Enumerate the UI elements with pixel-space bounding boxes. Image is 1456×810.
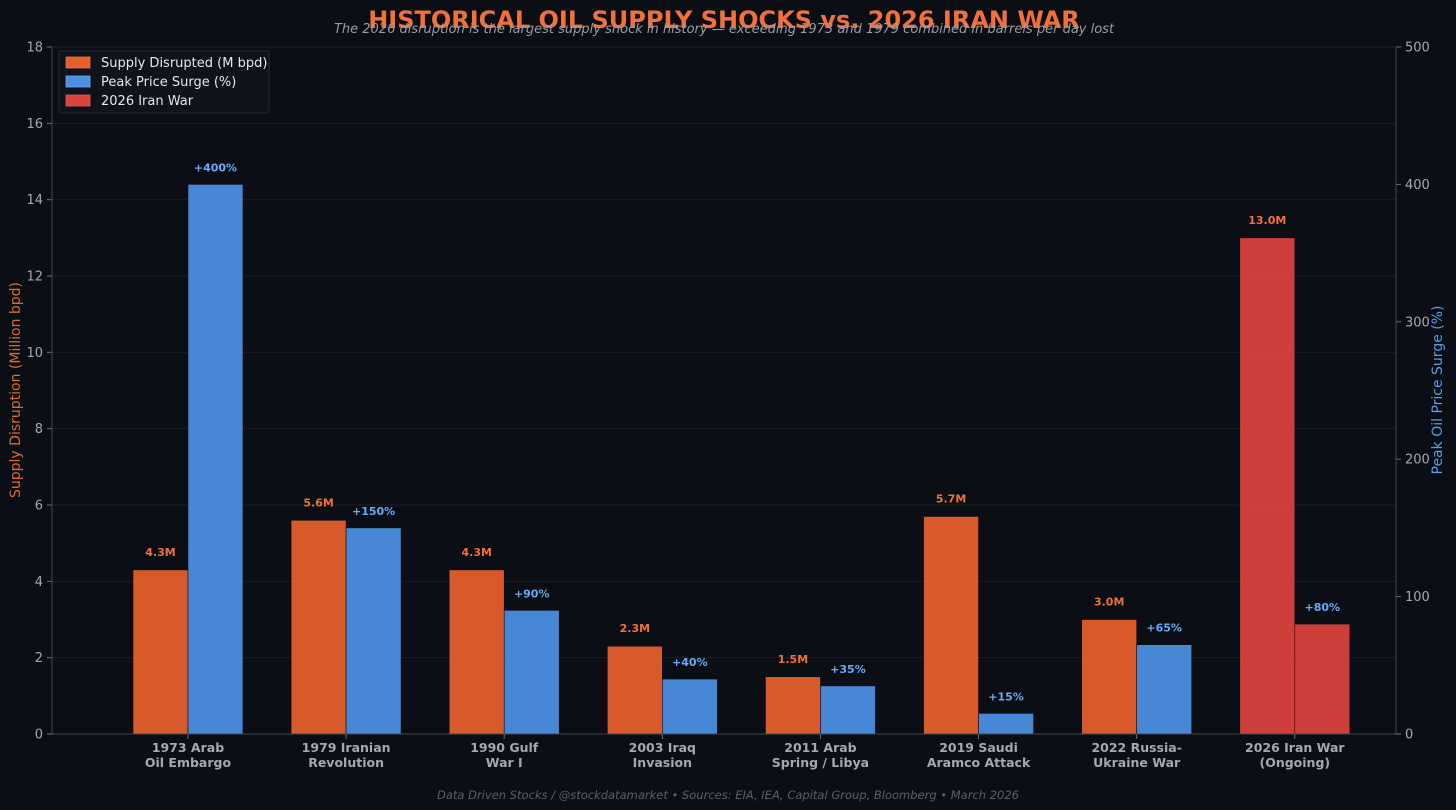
data-label-supply: 4.3M	[461, 546, 491, 559]
legend-box	[58, 50, 270, 114]
data-label-supply: 13.0M	[1248, 214, 1286, 227]
y-left-tick-label: 8	[35, 422, 43, 437]
y-left-tick-label: 6	[35, 499, 43, 514]
bar-supply-disrupted	[1239, 237, 1296, 735]
data-label-supply: 5.6M	[303, 496, 333, 509]
data-label-price: +40%	[672, 656, 708, 669]
x-tick-label: 2003 Iraq	[629, 740, 696, 755]
data-label-price: +15%	[988, 690, 1024, 703]
x-tick-label: War I	[486, 755, 523, 770]
data-label-supply: 2.3M	[620, 622, 650, 635]
data-label-supply: 1.5M	[778, 653, 808, 666]
bar-peak-price-surge	[1294, 623, 1351, 735]
data-label-price: +35%	[830, 663, 866, 676]
bar-peak-price-surge	[662, 678, 718, 735]
data-label-price: +90%	[514, 587, 550, 600]
y-left-tick-label: 2	[35, 651, 43, 666]
x-tick-label: (Ongoing)	[1259, 755, 1330, 770]
gridlines	[52, 46, 1396, 735]
y-left-tick-label: 0	[35, 728, 43, 743]
data-label-price: +400%	[194, 161, 237, 174]
data-label-price: +80%	[1305, 601, 1341, 614]
x-tick-label: 2019 Saudi	[939, 740, 1018, 755]
axes: 0 2 4 6 8 10 12 14 16 18 0 100 200 300 400 500 1973 Arab…	[26, 41, 1429, 771]
x-tick-label: Oil Embargo	[145, 755, 232, 770]
y-left-tick-label: 10	[26, 346, 43, 361]
bar-peak-price-surge	[345, 527, 402, 735]
data-label-price: +65%	[1146, 622, 1182, 635]
x-tick-label: Ukraine War	[1093, 755, 1181, 770]
legend-label-price: Peak Price Surge (%)	[101, 75, 236, 90]
y-right-tick-label: 300	[1405, 315, 1430, 330]
y-right-tick-label: 0	[1405, 728, 1413, 743]
bar-supply-disrupted	[923, 516, 979, 735]
bars	[132, 184, 1351, 735]
chart-title: HISTORICAL OIL SUPPLY SHOCKS vs. 2026 IR…	[368, 6, 1080, 34]
y-left-tick-label: 12	[26, 270, 43, 285]
bar-peak-price-surge	[978, 713, 1034, 735]
chart-footer: Data Driven Stocks / @stockdatamarket • …	[437, 788, 1019, 802]
y-right-tick-label: 500	[1405, 41, 1430, 56]
y-axis-left-label: Supply Disruption (Million bpd)	[8, 282, 24, 498]
x-tick-label: Revolution	[308, 755, 384, 770]
legend-label-supply: Supply Disrupted (M bpd)	[101, 56, 267, 71]
bar-peak-price-surge	[187, 184, 244, 735]
bar-peak-price-surge	[820, 685, 876, 735]
bar-peak-price-surge	[503, 610, 560, 735]
x-tick-label: 2022 Russia-	[1091, 740, 1181, 755]
x-tick-label: 2011 Arab	[784, 740, 856, 755]
data-labels: 4.3M +400% 5.6M +150% 4.3M +90% 2.3M +40% 1.5M +3…	[145, 161, 1340, 703]
bar-peak-price-surge	[1136, 644, 1192, 735]
x-tick-label: 2026 Iran War	[1245, 740, 1345, 755]
data-label-supply: 4.3M	[145, 546, 175, 559]
bar-supply-disrupted	[448, 569, 505, 735]
bar-supply-disrupted	[132, 569, 189, 735]
x-tick-label: Spring / Libya	[772, 755, 869, 770]
legend-label-highlight: 2026 Iran War	[101, 94, 194, 109]
data-label-price: +150%	[352, 505, 395, 518]
legend-swatch-price	[65, 75, 91, 88]
bar-supply-disrupted	[607, 645, 663, 735]
y-left-tick-label: 14	[26, 193, 43, 208]
y-axis-right-label: Peak Oil Price Surge (%)	[1430, 306, 1446, 475]
legend-swatch-supply	[65, 56, 91, 69]
x-tick-label: Aramco Attack	[927, 755, 1031, 770]
data-label-supply: 3.0M	[1094, 596, 1124, 609]
data-label-supply: 5.7M	[936, 492, 966, 505]
bar-supply-disrupted	[1081, 619, 1137, 735]
y-right-tick-label: 100	[1405, 590, 1430, 605]
x-tick-label: Invasion	[633, 755, 692, 770]
y-left-tick-label: 16	[26, 117, 43, 132]
y-right-tick-label: 200	[1405, 453, 1430, 468]
x-tick-label: 1979 Iranian	[302, 740, 391, 755]
legend: Supply Disrupted (M bpd) Peak Price Surg…	[58, 50, 270, 114]
chart-subtitle: The 2026 disruption is the largest suppl…	[334, 22, 1115, 37]
bar-supply-disrupted	[290, 519, 347, 735]
bar-supply-disrupted	[765, 676, 821, 735]
y-right-tick-label: 400	[1405, 178, 1430, 193]
legend-swatch-highlight	[65, 94, 91, 107]
y-left-tick-label: 4	[35, 575, 43, 590]
x-tick-label: 1973 Arab	[152, 740, 224, 755]
x-tick-label: 1990 Gulf	[470, 740, 539, 755]
y-left-tick-label: 18	[26, 41, 43, 56]
